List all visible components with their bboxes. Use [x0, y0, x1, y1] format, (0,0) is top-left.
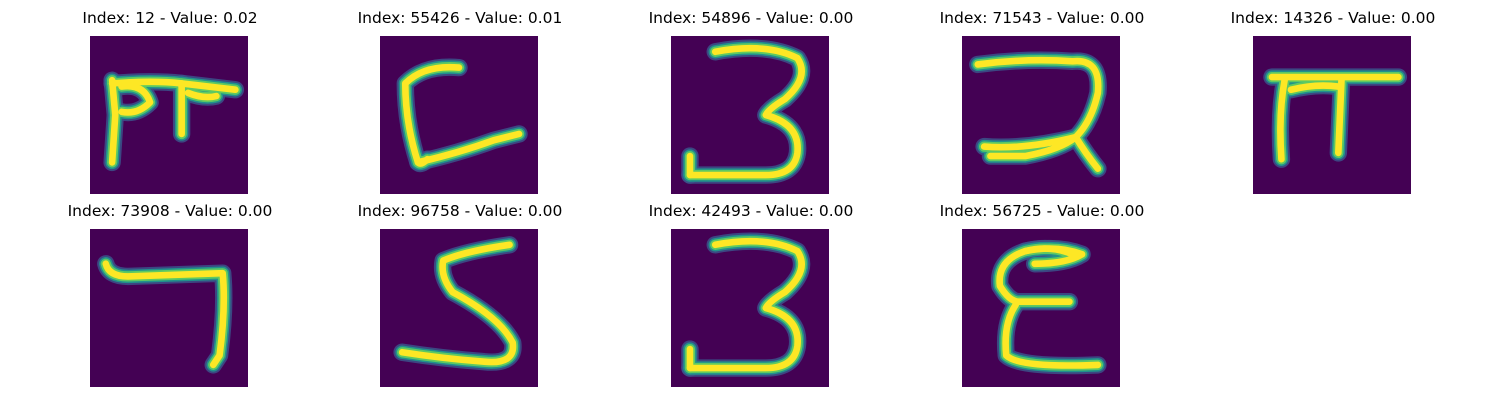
digit-image: [962, 229, 1120, 387]
glyph-stroke: [184, 89, 220, 101]
digit-image: [380, 229, 538, 387]
image-panel: Index: 73908 - Value: 0.00: [50, 201, 290, 387]
digit-image: [90, 36, 248, 194]
glyph-stroke: [1287, 82, 1342, 94]
panel-title: Index: 56725 - Value: 0.00: [939, 202, 1145, 220]
glyph-stroke: [108, 76, 119, 166]
glyph-stroke: [414, 155, 431, 167]
image-panel: Index: 71543 - Value: 0.00: [922, 8, 1162, 194]
panel-title: Index: 71543 - Value: 0.00: [939, 9, 1145, 27]
glyph-stroke: [980, 133, 1080, 160]
image-panel: Index: 42493 - Value: 0.00: [631, 201, 871, 387]
panel-title: Index: 96758 - Value: 0.00: [357, 202, 563, 220]
glyph-stroke: [974, 56, 1102, 173]
glyph-stroke: [398, 241, 517, 366]
panel-title: Index: 55426 - Value: 0.01: [357, 9, 563, 27]
digit-image: [671, 229, 829, 387]
glyph-stroke: [1021, 245, 1086, 268]
glyph-stroke: [401, 63, 523, 166]
image-panel: Index: 54896 - Value: 0.00: [631, 8, 871, 194]
digit-image: [962, 36, 1120, 194]
image-panel: Index: 12 - Value: 0.02: [50, 8, 290, 194]
glyph-stroke: [1277, 76, 1288, 163]
image-panel: Index: 56725 - Value: 0.00: [922, 201, 1162, 387]
panel-title: Index: 73908 - Value: 0.00: [67, 202, 273, 220]
glyph-stroke: [118, 82, 154, 116]
image-panel: Index: 55426 - Value: 0.01: [340, 8, 580, 194]
image-panel: Index: 96758 - Value: 0.00: [340, 201, 580, 387]
panel-title: Index: 14326 - Value: 0.00: [1230, 9, 1436, 27]
digit-image: [671, 36, 829, 194]
image-panel: Index: 14326 - Value: 0.00: [1213, 8, 1453, 194]
glyph-stroke: [686, 237, 805, 372]
panel-title: Index: 42493 - Value: 0.00: [648, 202, 854, 220]
glyph-stroke: [102, 260, 228, 369]
digit-image: [90, 229, 248, 387]
glyph-stroke: [686, 44, 805, 179]
panel-title: Index: 12 - Value: 0.02: [82, 9, 258, 27]
digit-image: [1253, 36, 1411, 194]
glyph-stroke: [1002, 301, 1102, 369]
digit-image: [380, 36, 538, 194]
panel-title: Index: 54896 - Value: 0.00: [648, 9, 854, 27]
glyph-stroke: [1335, 76, 1345, 157]
